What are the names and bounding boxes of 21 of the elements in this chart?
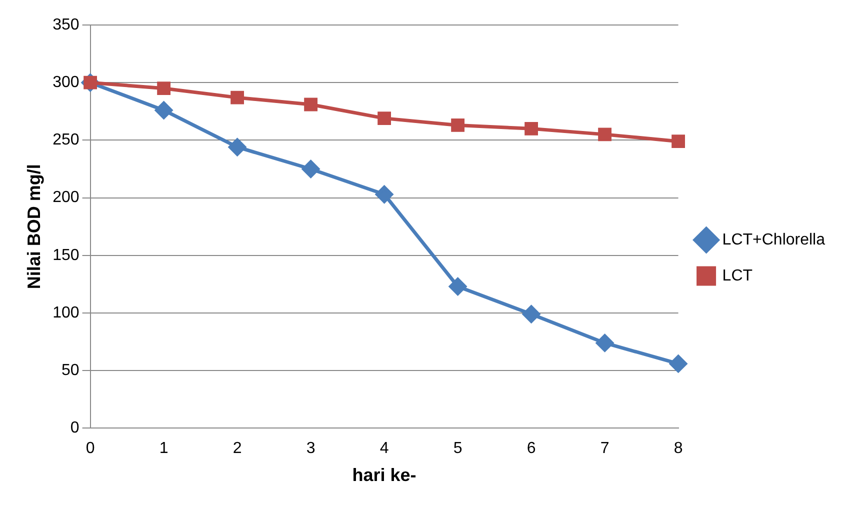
x-tick-label: 4: [380, 440, 389, 458]
y-tick-label: 100: [52, 304, 80, 322]
legend-label: LCT: [722, 267, 753, 284]
x-tick-label: 7: [600, 440, 610, 458]
y-tick-label: 300: [52, 74, 80, 92]
x-tick-label: 3: [306, 440, 316, 458]
x-tick-label: 5: [453, 440, 462, 458]
y-tick-label: 250: [52, 132, 80, 149]
y-tick-label: 350: [52, 16, 80, 34]
y-tick-label: 150: [52, 246, 80, 264]
y-tick-label: 200: [52, 189, 80, 206]
x-tick-label: 1: [159, 440, 168, 458]
x-tick-label: 6: [526, 440, 536, 458]
x-tick-label: 2: [232, 440, 242, 458]
y-tick-label: 0: [70, 420, 80, 437]
x-tick-label: 8: [674, 440, 683, 458]
y-axis-title: Nilai BOD mg/l: [24, 164, 44, 290]
x-axis-title: hari ke-: [352, 465, 416, 486]
x-tick-label: 0: [86, 440, 95, 458]
legend-label: LCT+Chlorella: [722, 231, 826, 248]
y-tick-label: 50: [62, 362, 80, 380]
